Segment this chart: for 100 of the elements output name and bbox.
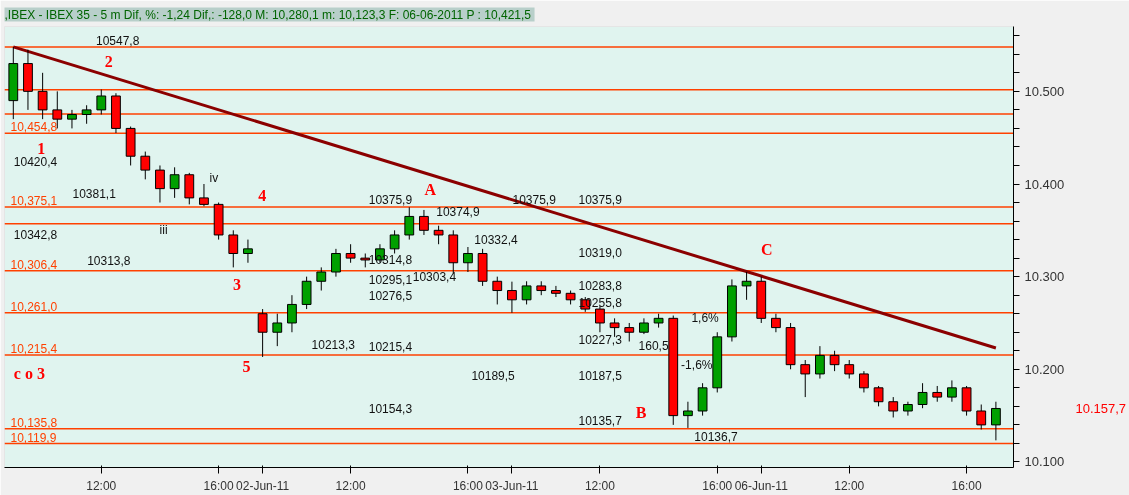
candlestick	[697, 382, 708, 417]
candlestick	[67, 109, 77, 129]
text: 10.157,7	[1075, 400, 1127, 416]
annotation: 4	[258, 186, 267, 204]
candlestick	[169, 166, 180, 199]
candlestick	[492, 276, 503, 305]
chart-title: ,IBEX - IBEX 35 - 5 m Dif, %: -1,24 Dif,: -128,0 M: 10,280,1 m: 10,123,3 F: 06-06-2011 P : 10,421,5	[4, 7, 532, 22]
annotation: 10319,0	[578, 246, 623, 261]
y-tick-label: 10.200	[1024, 361, 1065, 377]
annotation: 10136,7	[694, 429, 739, 444]
annotation: 1	[37, 140, 46, 158]
annotation: 10342,8	[13, 227, 58, 242]
candlestick	[961, 385, 972, 417]
ref-line-label: 10,454,8	[10, 120, 58, 135]
candlestick	[888, 396, 899, 418]
candlestick	[199, 183, 209, 207]
annotation: 10295,1	[368, 272, 413, 287]
candlestick	[771, 313, 781, 333]
candlestick	[345, 243, 356, 264]
ref-line-label: 10,375,1	[10, 194, 58, 209]
annotation: A	[424, 181, 437, 199]
annotation: 160,5	[638, 338, 669, 353]
candlestick	[404, 206, 415, 241]
annotation: 10332,4	[474, 233, 519, 248]
annotation: iv	[209, 171, 219, 186]
candlestick	[272, 313, 283, 347]
candlestick	[257, 308, 268, 358]
ref-line-label: 10,135,8	[10, 415, 58, 430]
y-tick-label: 10.300	[1024, 269, 1065, 285]
annotation: 10189,5	[471, 369, 516, 384]
annotation: 10215,4	[368, 339, 413, 354]
annotation: 10303,4	[412, 270, 457, 285]
candlestick	[800, 359, 811, 398]
x-tick-label: 12:00	[86, 478, 117, 493]
x-tick-label: 12:00	[584, 478, 616, 493]
annotation: 2	[104, 53, 113, 71]
annotation: c o 3	[13, 365, 45, 383]
ref-line-label: 10,306,4	[10, 257, 58, 272]
candlestick	[507, 281, 517, 314]
candlestick	[624, 322, 635, 342]
candlestick	[683, 401, 693, 429]
candlestick	[873, 385, 884, 407]
y-tick-label: 10.500	[1024, 83, 1065, 99]
candlestick	[815, 345, 825, 380]
x-tick-label: 06-Jun-11	[734, 478, 789, 493]
candlestick	[991, 401, 1001, 441]
annotation: 10420,4	[13, 155, 58, 170]
annotation: 1,6%	[691, 311, 720, 326]
candlestick	[287, 294, 297, 333]
candlestick	[947, 379, 957, 403]
annotation: 10276,5	[368, 288, 413, 303]
x-tick-label: 03-Jun-11	[485, 478, 539, 493]
annotation: 10313,8	[87, 254, 131, 269]
candlestick	[228, 229, 239, 268]
annotation: 10227,3	[578, 333, 623, 348]
ref-line-label: 10,261,0	[10, 299, 58, 314]
annotation: 10381,1	[72, 186, 117, 201]
x-tick-label: 12:00	[834, 478, 865, 493]
annotation: 10314,8	[368, 253, 413, 268]
x-tick-label: 16:00	[702, 478, 733, 493]
annotation: 5	[242, 358, 251, 376]
candlestick	[917, 382, 928, 409]
candlestick	[829, 350, 840, 372]
candlestick	[81, 104, 92, 125]
candlestick	[184, 172, 195, 205]
annotation: 10374,9	[436, 205, 480, 220]
annotation: 10213,3	[311, 337, 356, 352]
annotation: 10375,9	[368, 193, 413, 208]
x-tick-label: 02-Jun-11	[236, 478, 290, 493]
candlestick	[96, 89, 107, 116]
candlestick	[316, 266, 327, 292]
annotation: B	[635, 404, 647, 422]
x-tick-label: 16:00	[452, 478, 484, 493]
candlestick	[301, 276, 312, 310]
candlestick	[419, 209, 429, 236]
ref-line-label: 10,215,4	[10, 342, 58, 357]
candlestick	[140, 151, 151, 180]
candlestick	[389, 229, 400, 254]
candlestick	[551, 285, 561, 298]
candlestick	[155, 164, 165, 204]
annotation: 10375,9	[578, 193, 623, 208]
candlestick	[521, 280, 532, 305]
annotation: 10154,3	[368, 401, 413, 416]
candlestick	[859, 370, 869, 393]
candlestick	[976, 404, 987, 431]
annotation: 10547,8	[95, 33, 140, 48]
candlestick	[243, 239, 253, 264]
annotation: 3	[232, 275, 241, 293]
ref-line-label: 10,119,9	[10, 430, 57, 445]
candlestick	[37, 72, 48, 120]
annotation: 10375,9	[512, 193, 557, 208]
candlestick	[463, 246, 473, 273]
annotation: -1,6%	[681, 357, 713, 372]
y-tick-label: 10.400	[1024, 176, 1065, 192]
annotation: 10187,5	[578, 369, 623, 384]
x-tick-label: 16:00	[203, 478, 234, 493]
y-tick-label: 10.100	[1024, 454, 1065, 470]
annotation: iii	[159, 223, 168, 238]
candlestick	[741, 271, 752, 301]
annotation: 10283,8	[578, 279, 623, 294]
